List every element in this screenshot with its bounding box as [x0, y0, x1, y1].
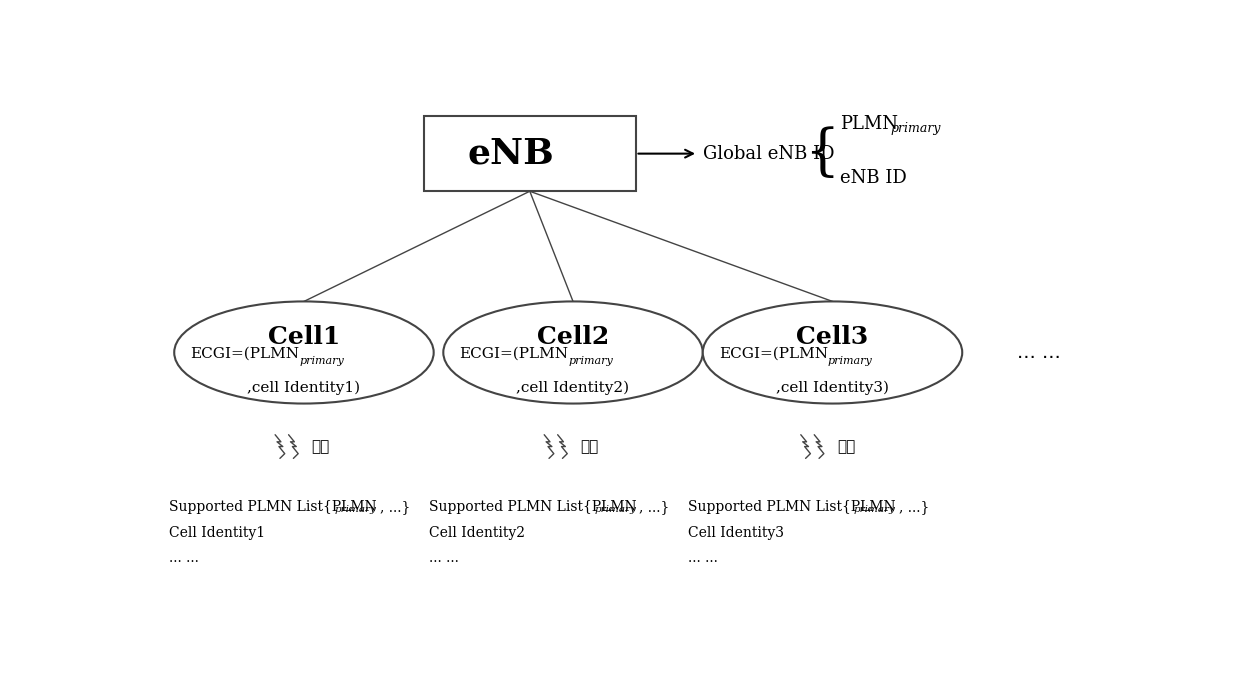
Bar — [424, 116, 635, 191]
Text: Cell Identity2: Cell Identity2 — [429, 526, 525, 540]
Ellipse shape — [703, 302, 962, 403]
Text: eNB: eNB — [467, 137, 554, 170]
Text: PLMN: PLMN — [841, 115, 898, 133]
Ellipse shape — [174, 302, 434, 403]
Text: 广播: 广播 — [580, 439, 599, 454]
Text: Cell Identity3: Cell Identity3 — [688, 526, 785, 540]
Text: eNB ID: eNB ID — [841, 169, 906, 187]
Text: {: { — [804, 126, 839, 181]
Text: Supported PLMN List{PLMN: Supported PLMN List{PLMN — [429, 500, 636, 514]
Text: Global eNB ID: Global eNB ID — [703, 144, 835, 163]
Text: primary: primary — [890, 122, 941, 135]
Text: ECGI=(PLMN: ECGI=(PLMN — [459, 347, 568, 361]
Text: ECGI=(PLMN: ECGI=(PLMN — [719, 347, 828, 361]
Text: primary: primary — [335, 505, 377, 514]
Text: ECGI=(PLMN: ECGI=(PLMN — [190, 347, 299, 361]
Text: Cell1: Cell1 — [268, 325, 340, 350]
Text: primary: primary — [853, 505, 895, 514]
Text: ... ...: ... ... — [1017, 343, 1061, 362]
Text: 广播: 广播 — [311, 439, 330, 454]
Text: primary: primary — [828, 356, 873, 366]
Text: , ...}: , ...} — [899, 500, 929, 514]
Text: ... ...: ... ... — [170, 551, 200, 565]
Text: , ...}: , ...} — [640, 500, 670, 514]
Text: Supported PLMN List{PLMN: Supported PLMN List{PLMN — [688, 500, 897, 514]
Text: Supported PLMN List{PLMN: Supported PLMN List{PLMN — [170, 500, 377, 514]
Text: Cell3: Cell3 — [796, 325, 869, 350]
Text: ,cell Identity3): ,cell Identity3) — [776, 381, 889, 395]
Text: primary: primary — [568, 356, 613, 366]
Text: Cell2: Cell2 — [537, 325, 609, 350]
Text: 广播: 广播 — [837, 439, 856, 454]
Text: ,cell Identity1): ,cell Identity1) — [248, 381, 361, 395]
Ellipse shape — [444, 302, 703, 403]
Text: ... ...: ... ... — [688, 551, 718, 565]
Text: ,cell Identity2): ,cell Identity2) — [517, 381, 630, 395]
Text: primary: primary — [299, 356, 343, 366]
Text: Cell Identity1: Cell Identity1 — [170, 526, 265, 540]
Text: primary: primary — [594, 505, 636, 514]
Text: ... ...: ... ... — [429, 551, 459, 565]
Text: , ...}: , ...} — [379, 500, 410, 514]
